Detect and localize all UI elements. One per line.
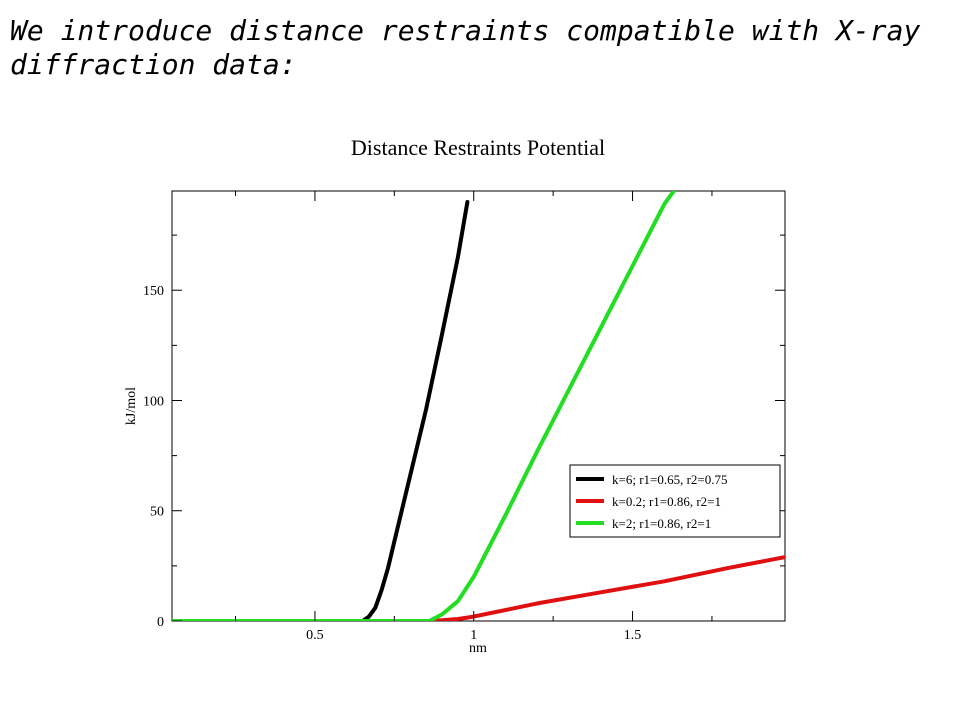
slide-heading-line-1: We introduce distance restraints compati… (10, 14, 921, 47)
series-layer (172, 191, 785, 621)
plot-area (171, 190, 786, 622)
series-line-3 (172, 191, 676, 621)
plot-frame (171, 190, 786, 622)
y-tick-label: 0 (157, 615, 164, 630)
y-tick-label: 50 (150, 505, 164, 520)
slide-heading: We introduce distance restraints compati… (10, 14, 940, 82)
y-axis-label: kJ/mol (124, 387, 139, 425)
legend-label-1: k=6; r1=0.65, r2=0.75 (612, 472, 728, 487)
legend-label-2: k=0.2; r1=0.86, r2=1 (612, 494, 721, 509)
x-tick-label: 1 (470, 628, 477, 643)
chart-title: Distance Restraints Potential (351, 135, 605, 160)
legend-box (569, 464, 781, 538)
x-tick-label: 0.5 (306, 628, 324, 643)
legend: k=6; r1=0.65, r2=0.75 k=0.2; r1=0.86, r2=… (569, 464, 781, 538)
legend-label-3: k=2; r1=0.86, r2=1 (612, 516, 711, 531)
x-axis-label: nm (469, 641, 487, 656)
series-line-2 (172, 555, 785, 621)
y-tick-label: 150 (143, 284, 164, 299)
ticks-layer: 0.5 1 1.5 0 50 100 150 (143, 191, 785, 643)
slide-heading-line-2: diffraction data: (10, 48, 297, 81)
series-line-1 (172, 200, 470, 621)
y-tick-label: 100 (143, 394, 164, 409)
x-tick-label: 1.5 (624, 628, 642, 643)
